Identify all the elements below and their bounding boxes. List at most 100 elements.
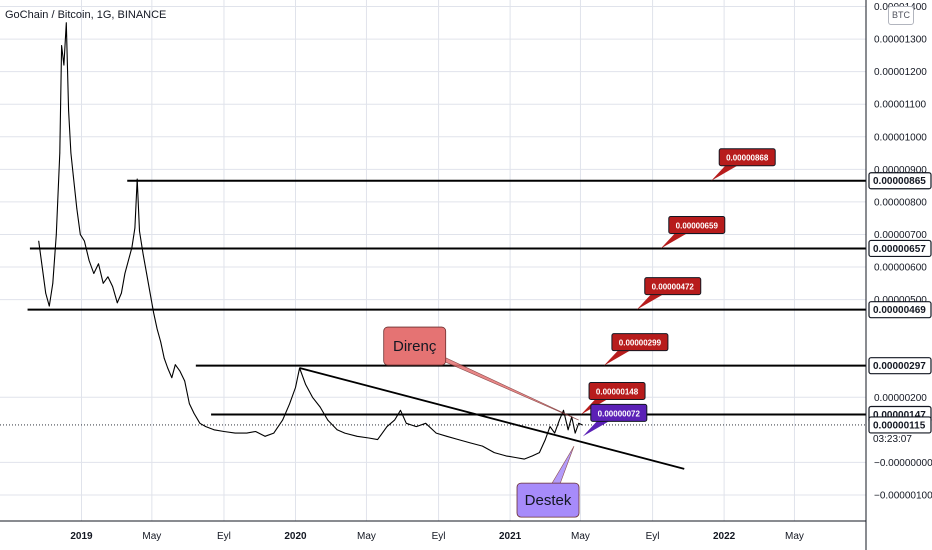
x-tick-label: 2020: [284, 531, 307, 542]
y-tick-label: 0.00000500: [874, 295, 927, 306]
price-point: [223, 431, 225, 432]
price-point: [289, 403, 291, 405]
current-price-label: 0.00000115: [873, 420, 926, 431]
x-tick-label: 2021: [499, 531, 522, 542]
price-point: [102, 282, 104, 284]
price-point: [107, 276, 109, 278]
price-point: [435, 432, 437, 434]
price-point: [163, 357, 165, 359]
price-point: [446, 435, 448, 437]
price-point: [120, 292, 122, 294]
grid-layer: [0, 0, 866, 521]
y-tick-label: 0.00000700: [874, 230, 927, 241]
price-point: [327, 419, 329, 421]
price-series: [38, 22, 583, 460]
price-point: [295, 387, 296, 388]
price-point: [246, 432, 248, 434]
price-point: [38, 240, 40, 242]
price-point: [124, 273, 126, 274]
price-point: [153, 312, 155, 313]
price-point: [76, 208, 78, 209]
price-point: [98, 263, 99, 265]
y-tick-label: 0.00001200: [874, 67, 927, 78]
price-point: [514, 457, 516, 458]
price-point: [493, 452, 495, 454]
price-point: [59, 152, 61, 154]
level-price-label: 0.00000865: [873, 176, 926, 187]
callout-label: 0.00000072: [598, 409, 641, 418]
price-point: [149, 292, 151, 294]
countdown-label: 03:23:07: [873, 434, 912, 445]
y-tick-label: 0.00000600: [874, 263, 927, 274]
price-point: [400, 409, 401, 411]
price-point: [142, 253, 144, 255]
price-point: [415, 426, 417, 427]
price-point: [205, 426, 207, 427]
callout-box: [611, 333, 669, 352]
y-tick-label: −0.00000100: [874, 490, 932, 501]
price-point: [264, 435, 266, 437]
price-point: [116, 302, 118, 304]
note-text: Direnç: [393, 338, 437, 355]
y-tick-label: 0.00001000: [874, 132, 927, 143]
price-point: [146, 273, 147, 274]
price-point: [344, 432, 346, 434]
price-point: [255, 431, 257, 432]
price-point: [336, 429, 338, 431]
notes-layer: Direnç Destek: [383, 326, 580, 518]
level-price-label: 0.00000657: [873, 244, 926, 255]
callout-box: [644, 277, 702, 296]
price-point: [273, 432, 275, 434]
note-box: [383, 326, 447, 366]
price-point: [319, 406, 321, 408]
callout-box: [668, 215, 726, 234]
price-point: [41, 266, 43, 268]
price-point: [299, 367, 301, 369]
price-point: [167, 367, 169, 369]
x-tick-label: Eyl: [646, 531, 660, 542]
y-tick-label: 0.00001100: [874, 100, 927, 111]
price-point: [72, 175, 74, 177]
price-point: [539, 452, 540, 454]
price-point: [199, 422, 201, 424]
price-point: [425, 422, 427, 424]
x-tick-label: Eyl: [217, 531, 231, 542]
price-point: [128, 260, 129, 261]
price-point: [48, 305, 50, 307]
price-point: [45, 292, 47, 294]
price-point: [482, 445, 483, 447]
price-point: [312, 396, 313, 398]
callout-label: 0.00000472: [652, 283, 695, 292]
level-price-tag: [868, 357, 932, 375]
callout-box: [718, 148, 776, 167]
price-point: [368, 437, 370, 439]
level-price-label: 0.00000469: [873, 305, 926, 316]
callout-label: 0.00000868: [726, 154, 769, 163]
price-point: [55, 234, 57, 235]
price-point: [213, 429, 215, 431]
price-point: [193, 413, 195, 414]
price-point: [356, 435, 358, 437]
y-tick-label: 0.00000200: [874, 393, 927, 404]
x-tick-label: May: [142, 531, 161, 542]
price-point: [88, 260, 90, 261]
price-line: [38, 22, 583, 460]
level-price-label: 0.00000297: [873, 361, 926, 372]
price-point: [458, 439, 459, 440]
note-text: Destek: [525, 492, 572, 509]
price-point: [171, 377, 173, 379]
horizontal-levels: [0, 179, 866, 426]
level-price-tag: [868, 239, 932, 258]
currency-badge[interactable]: BTC: [888, 6, 914, 25]
price-point: [574, 432, 576, 434]
price-point: [386, 426, 388, 427]
price-point: [70, 152, 72, 154]
price-point: [558, 419, 560, 421]
price-point: [134, 227, 136, 229]
price-point: [63, 64, 65, 66]
price-point: [282, 419, 284, 421]
price-point: [531, 455, 533, 457]
x-tick-label: May: [571, 531, 590, 542]
